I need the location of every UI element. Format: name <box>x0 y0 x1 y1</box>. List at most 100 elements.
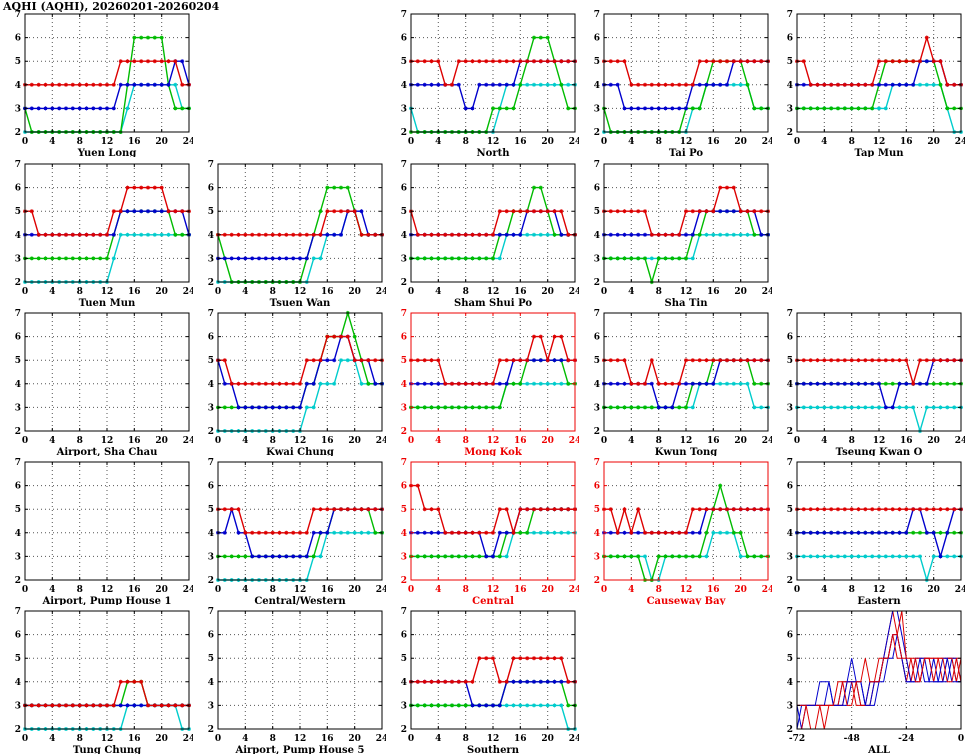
chart-plot: 2 3 4 5 6 7 0 4 8 12 16 20 24 Airport, Pump House 5 <box>208 607 386 754</box>
chart-title: Airport, Sha Chau <box>56 447 158 456</box>
x-tick-label: 4 <box>49 585 55 595</box>
x-tick-label: 16 <box>900 137 913 147</box>
chart-sham-shui-po: 2 3 4 5 6 7 0 4 8 12 16 20 24 Sham Shui Po <box>387 158 579 307</box>
x-tick-label: 4 <box>821 137 827 147</box>
y-tick-label: 7 <box>208 160 214 170</box>
chart-tai-po: 2 3 4 5 6 7 0 4 8 12 16 20 24 Tai Po <box>580 8 772 157</box>
x-tick-label: 8 <box>463 137 469 147</box>
y-tick-label: 2 <box>787 576 793 586</box>
x-tick-label: 16 <box>321 734 334 744</box>
y-tick-label: 4 <box>401 231 407 241</box>
chart-airport-sha-chau: 2 3 4 5 6 7 0 4 8 12 16 20 24 Airport, Sha Chau <box>1 307 193 456</box>
x-tick-label: 4 <box>435 137 441 147</box>
y-tick-label: 4 <box>208 678 214 688</box>
y-tick-label: 6 <box>401 333 407 343</box>
y-tick-label: 2 <box>594 576 600 586</box>
chart-plot: 2 3 4 5 6 7 0 4 8 12 16 20 24 Yuen Long <box>15 10 193 157</box>
chart-title: ALL <box>867 745 890 754</box>
y-tick-label: 6 <box>401 482 407 492</box>
chart-plot: 2 3 4 5 6 7 0 4 8 12 16 20 24 Tseung Kwan O <box>787 309 965 456</box>
y-tick-label: 3 <box>208 552 214 562</box>
x-tick-label: 20 <box>927 585 940 595</box>
x-tick-label: 12 <box>873 436 886 446</box>
chart-title: Tuen Mun <box>79 298 136 307</box>
chart-title: Sha Tin <box>665 298 709 307</box>
y-tick-label: 4 <box>401 678 407 688</box>
y-tick-label: 4 <box>594 81 600 91</box>
x-tick-label: 24 <box>183 734 193 744</box>
x-tick-label: 12 <box>680 287 693 297</box>
y-tick-label: 7 <box>594 309 600 319</box>
x-tick-label: 20 <box>155 585 168 595</box>
y-tick-label: 6 <box>401 631 407 641</box>
y-tick-label: 5 <box>15 57 21 67</box>
y-tick-label: 6 <box>208 333 214 343</box>
y-tick-label: 7 <box>15 160 21 170</box>
x-tick-label: 24 <box>376 734 386 744</box>
x-tick-label: 24 <box>183 137 193 147</box>
chart-title: Tseung Kwan O <box>836 447 923 456</box>
x-tick-label: 4 <box>435 287 441 297</box>
x-tick-label: 0 <box>408 287 414 297</box>
chart-eastern: 2 3 4 5 6 7 0 4 8 12 16 20 24 Eastern <box>773 456 965 605</box>
x-tick-label: 24 <box>569 585 579 595</box>
x-tick-label: 0 <box>601 585 607 595</box>
x-tick-label: 0 <box>22 436 28 446</box>
y-tick-label: 2 <box>208 278 214 288</box>
y-tick-label: 7 <box>787 607 793 617</box>
x-tick-label: 4 <box>435 436 441 446</box>
y-tick-label: 3 <box>787 403 793 413</box>
chart-plot: 2 3 4 5 6 7 0 4 8 12 16 20 24 Southern <box>401 607 579 754</box>
x-tick-label: 16 <box>514 585 527 595</box>
x-tick-label: 16 <box>128 436 141 446</box>
x-tick-label: 0 <box>215 734 221 744</box>
x-tick-label: 4 <box>628 137 634 147</box>
chart-title: Tai Po <box>669 148 703 157</box>
chart-title: Airport, Pump House 5 <box>234 745 364 754</box>
x-tick-label: 16 <box>321 585 334 595</box>
x-tick-label: 20 <box>541 585 554 595</box>
y-tick-label: 4 <box>787 529 793 539</box>
x-tick-label: 16 <box>900 585 913 595</box>
y-tick-label: 6 <box>594 34 600 44</box>
y-tick-label: 6 <box>15 184 21 194</box>
y-tick-label: 4 <box>594 529 600 539</box>
x-tick-label: 0 <box>215 585 221 595</box>
y-tick-label: 4 <box>594 231 600 241</box>
x-tick-label: 20 <box>348 734 361 744</box>
x-tick-label: 0 <box>958 734 964 744</box>
chart-sha-tin: 2 3 4 5 6 7 0 4 8 12 16 20 24 Sha Tin <box>580 158 772 307</box>
chart-plot: 2 3 4 5 6 7 -72 -48 -24 0 ALL <box>787 607 964 754</box>
chart-plot: 2 3 4 5 6 7 0 4 8 12 16 20 24 Eastern <box>787 458 965 605</box>
y-tick-label: 3 <box>15 701 21 711</box>
y-tick-label: 2 <box>401 278 407 288</box>
y-tick-label: 5 <box>15 207 21 217</box>
x-tick-label: -48 <box>844 734 860 744</box>
y-tick-label: 3 <box>594 552 600 562</box>
chart-plot: 2 3 4 5 6 7 0 4 8 12 16 20 24 Central/Western <box>208 458 386 605</box>
x-tick-label: 8 <box>463 585 469 595</box>
chart-plot: 2 3 4 5 6 7 0 4 8 12 16 20 24 Mong Kok <box>401 309 579 456</box>
y-tick-label: 7 <box>15 309 21 319</box>
x-tick-label: 4 <box>435 585 441 595</box>
y-tick-label: 7 <box>401 309 407 319</box>
x-tick-label: 0 <box>22 137 28 147</box>
y-tick-label: 4 <box>208 529 214 539</box>
x-tick-label: 8 <box>77 436 83 446</box>
y-tick-label: 2 <box>401 576 407 586</box>
x-tick-label: 20 <box>155 734 168 744</box>
x-tick-label: 12 <box>680 137 693 147</box>
x-tick-label: 0 <box>601 137 607 147</box>
x-tick-label: 16 <box>128 585 141 595</box>
x-tick-label: 12 <box>680 585 693 595</box>
y-tick-label: 5 <box>208 654 214 664</box>
y-tick-label: 5 <box>594 207 600 217</box>
x-tick-label: 24 <box>183 585 193 595</box>
y-tick-label: 6 <box>787 333 793 343</box>
x-tick-label: 4 <box>435 734 441 744</box>
x-tick-label: 0 <box>408 137 414 147</box>
chart-title: Central/Western <box>254 596 346 605</box>
y-tick-label: 3 <box>401 254 407 264</box>
x-tick-label: 24 <box>376 287 386 297</box>
chart-north: 2 3 4 5 6 7 0 4 8 12 16 20 24 North <box>387 8 579 157</box>
